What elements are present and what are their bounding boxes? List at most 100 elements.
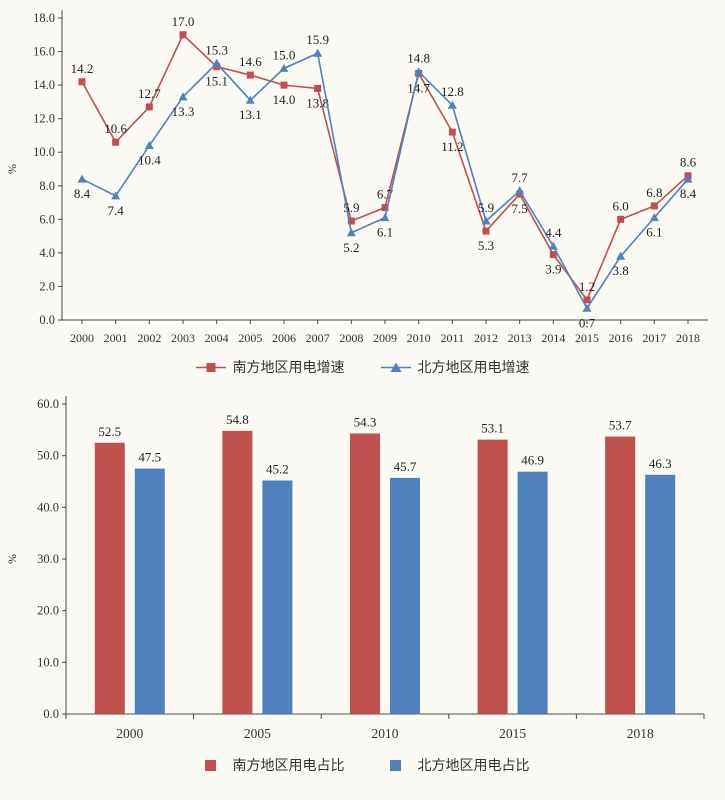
data-label: 14.6 — [239, 54, 262, 69]
legend-label: 南方地区用电占比 — [232, 759, 345, 774]
data-label: 12.7 — [138, 86, 161, 101]
x-tick-label: 2001 — [104, 331, 128, 345]
x-tick-label: 2012 — [474, 331, 498, 345]
axes: 0.0 10.0 20.0 30.0 40.0 50.0 60.0% — [5, 396, 704, 721]
data-label: 14.7 — [407, 80, 430, 95]
series-north: 47.5 45.2 45.7 46.9 46.3 — [134, 450, 676, 714]
y-tick-label: 10.0 — [33, 145, 55, 159]
x-tick-label: 2005 — [238, 331, 262, 345]
square-legend-marker-icon — [195, 362, 226, 372]
data-label: 53.1 — [481, 421, 504, 436]
triangle-marker-icon — [380, 213, 390, 222]
data-label: 46.3 — [649, 456, 672, 471]
x-tick-label: 2007 — [306, 331, 330, 345]
bar — [134, 468, 165, 714]
triangle-marker-icon — [481, 216, 491, 225]
triangle-marker-icon — [144, 141, 154, 150]
bar — [94, 442, 125, 714]
line-chart-electricity-growth: 0.0 2.0 4.0 6.0 8.0 10.0 12.0 14.0 16.0 18.0% 2000… — [0, 0, 725, 382]
triangle-marker-icon — [77, 174, 87, 183]
x-tick-label: 2008 — [339, 331, 363, 345]
data-label: 6.1 — [377, 225, 393, 240]
data-label: 0.7 — [579, 315, 596, 330]
axes: 0.0 2.0 4.0 6.0 8.0 10.0 12.0 14.0 16.0 18.0% — [5, 10, 708, 327]
data-label: 11.2 — [441, 139, 463, 154]
data-label: 5.2 — [343, 240, 359, 255]
triangle-marker-icon — [515, 186, 525, 195]
square-marker-icon — [280, 81, 288, 89]
x-tick-label: 2011 — [441, 331, 465, 345]
data-label: 5.9 — [478, 200, 494, 215]
data-label: 7.5 — [512, 201, 528, 216]
y-tick-label: 30.0 — [37, 552, 59, 566]
bar-chart-canvas: 0.0 10.0 20.0 30.0 40.0 50.0 60.0% 2000 2005 2010… — [5, 396, 705, 741]
y-tick-label: 0.0 — [39, 313, 55, 327]
square-legend-marker-icon — [204, 759, 216, 771]
data-label: 46.9 — [521, 453, 544, 468]
y-tick-label: 8.0 — [39, 179, 55, 193]
bar — [477, 439, 508, 714]
triangle-marker-icon — [279, 63, 289, 72]
y-axis-title: % — [5, 554, 19, 564]
x-tick-label: 2015 — [499, 726, 526, 741]
triangle-marker-icon — [447, 100, 457, 109]
bar — [645, 474, 676, 714]
y-tick-label: 50.0 — [37, 449, 59, 463]
x-tick-label: 2015 — [575, 331, 599, 345]
triangle-marker-icon — [245, 95, 255, 104]
x-tick-label: 2018 — [627, 726, 654, 741]
x-tick-label: 2003 — [171, 331, 195, 345]
legend-label: 北方地区用电占比 — [417, 759, 530, 774]
x-tick-label: 2006 — [272, 331, 296, 345]
data-label: 54.8 — [226, 412, 249, 427]
data-label: 15.9 — [306, 32, 329, 47]
data-label: 54.3 — [354, 414, 377, 429]
x-tick-label: 2000 — [70, 331, 94, 345]
triangle-marker-icon — [683, 174, 693, 183]
data-label: 13.3 — [172, 104, 195, 119]
square-marker-icon — [347, 217, 355, 225]
triangle-marker-icon — [212, 58, 222, 67]
series-north: 8.4 7.4 10.4 13.3 15.3 13.1 15.0 15.9 5.2 6.1 14.8… — [74, 32, 697, 330]
square-marker-icon — [246, 71, 254, 79]
data-label: 15.1 — [205, 74, 228, 89]
data-label: 13.8 — [306, 95, 329, 110]
series-line — [81, 33, 689, 302]
square-marker-icon — [650, 202, 658, 210]
x-tick-label: 2014 — [541, 331, 565, 345]
x-axis-labels: 2000 2005 2010 2015 2018 — [65, 714, 705, 741]
square-marker-icon — [482, 227, 490, 235]
data-label: 4.4 — [545, 225, 562, 240]
y-axis-title: % — [5, 164, 19, 174]
triangle-marker-icon — [548, 241, 558, 250]
x-tick-label: 2004 — [205, 331, 229, 345]
data-label: 6.8 — [646, 185, 662, 200]
y-tick-label: 18.0 — [33, 11, 55, 25]
data-label: 52.5 — [98, 424, 121, 439]
square-marker-icon — [549, 251, 557, 259]
series-line — [81, 52, 689, 310]
data-label: 47.5 — [138, 450, 161, 465]
bar — [350, 433, 380, 714]
series-south: 52.5 54.8 54.3 53.1 53.7 — [94, 412, 636, 714]
data-label: 6.1 — [646, 225, 662, 240]
legend-item: 南方地区用电占比 — [196, 755, 345, 775]
data-label: 1.2 — [579, 279, 595, 294]
legend-label: 北方地区用电增速 — [417, 361, 530, 376]
bar — [517, 471, 548, 714]
data-label: 45.7 — [394, 459, 417, 474]
triangle-marker-icon — [346, 228, 356, 237]
square-marker-icon — [145, 103, 153, 111]
data-label: 7.4 — [108, 203, 125, 218]
x-tick-label: 2009 — [373, 331, 397, 345]
x-axis-labels: 2000 2001 2002 2003 2004 2005 2006 2007 2008 2009… — [70, 320, 700, 345]
line-chart-legend: 南方地区用电增速 北方地区用电增速 — [0, 352, 725, 382]
data-label: 10.6 — [104, 121, 127, 136]
data-label: 10.4 — [138, 153, 161, 168]
data-label: 6.0 — [613, 198, 629, 213]
x-tick-label: 2016 — [609, 331, 633, 345]
y-tick-label: 6.0 — [39, 212, 55, 226]
x-tick-label: 2005 — [244, 726, 271, 741]
legend-item: 北方地区用电占比 — [381, 755, 530, 775]
y-tick-label: 20.0 — [37, 604, 59, 618]
